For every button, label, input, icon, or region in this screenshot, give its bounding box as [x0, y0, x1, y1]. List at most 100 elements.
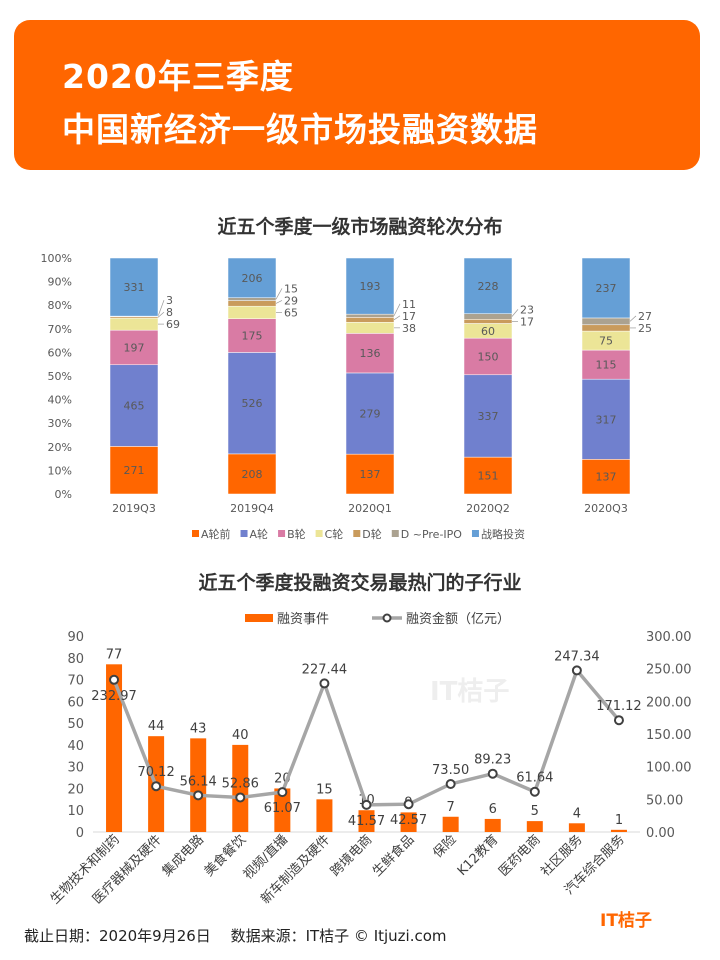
bar-segment	[463, 374, 513, 458]
legend-label: D ~Pre-IPO	[401, 528, 463, 541]
legend-swatch	[278, 530, 286, 537]
line-data-label: 227.44	[302, 662, 348, 677]
data-label: 11	[402, 298, 416, 311]
data-label: 38	[402, 322, 416, 335]
bar-segment	[581, 378, 631, 460]
bar-segment	[581, 317, 631, 326]
bar-segment	[581, 459, 631, 495]
bar-segment	[345, 453, 395, 495]
data-label: 29	[284, 294, 298, 307]
y-right-tick-label: 0.00	[646, 826, 675, 841]
data-label: 317	[596, 413, 617, 426]
bar-segment	[345, 333, 395, 374]
label-leader-line	[511, 309, 519, 317]
legend-swatch	[192, 530, 199, 537]
y-left-tick-label: 30	[67, 761, 84, 776]
bar	[484, 818, 501, 832]
y-tick-label: 10%	[48, 464, 72, 477]
chart2-title: 近五个季度投融资交易最热门的子行业	[198, 572, 522, 594]
y-left-tick-label: 70	[67, 674, 84, 689]
chart1-title: 近五个季度一级市场融资轮次分布	[217, 216, 503, 238]
y-tick-label: 60%	[48, 346, 72, 359]
label-leader-line	[157, 299, 165, 317]
y-left-tick-label: 50	[67, 717, 84, 732]
line-data-label: 61.07	[264, 801, 301, 816]
line-data-label: 52.86	[222, 776, 259, 791]
data-label: 136	[360, 347, 381, 360]
bar-segment	[227, 352, 277, 455]
label-leader-line	[393, 315, 401, 321]
line-data-label: 232.97	[91, 689, 137, 704]
bar-segment	[345, 322, 395, 334]
data-label: 237	[596, 282, 617, 295]
y-left-tick-label: 40	[67, 739, 84, 754]
line-data-label: 171.12	[596, 699, 642, 714]
data-label: 3	[166, 294, 173, 307]
data-label: 25	[638, 322, 652, 335]
data-label: 75	[599, 335, 613, 348]
legend-swatch	[315, 530, 323, 537]
y-tick-label: 0%	[55, 488, 72, 501]
data-label: 331	[124, 281, 145, 294]
x-tick-label: 保险	[430, 832, 459, 861]
label-leader-line	[275, 300, 283, 304]
x-tick-label: 2020Q2	[466, 502, 510, 515]
line-data-label: 42.57	[390, 813, 427, 828]
line-point	[319, 678, 330, 689]
bar-segment	[463, 319, 513, 324]
line-point	[151, 781, 162, 792]
line-data-label: 70.12	[138, 765, 175, 780]
data-label: 65	[284, 306, 298, 319]
legend-label: 战略投资	[481, 527, 525, 541]
bar	[232, 744, 249, 832]
y-left-tick-label: 0	[76, 826, 84, 841]
bar-segment	[581, 324, 631, 332]
watermark: IT桔子	[430, 677, 509, 707]
data-label: 17	[520, 315, 534, 328]
bar	[526, 821, 543, 832]
y-right-tick-label: 300.00	[646, 630, 692, 645]
line-point	[529, 786, 540, 797]
x-tick-label: 2019Q4	[230, 502, 274, 515]
line-data-label: 73.50	[432, 763, 469, 778]
line-point	[361, 799, 372, 810]
line-point	[277, 787, 288, 798]
bar-data-label: 1	[615, 813, 623, 828]
y-tick-label: 70%	[48, 323, 72, 336]
y-left-tick-label: 60	[67, 695, 84, 710]
y-left-tick-label: 90	[67, 630, 84, 645]
footer-source: 截止日期：2020年9月26日 数据来源：IT桔子 © Itjuzi.com	[24, 927, 447, 945]
legend-label: 融资事件	[277, 612, 329, 627]
bar	[190, 738, 207, 832]
x-tick-label: 2020Q3	[584, 502, 628, 515]
data-label: 337	[478, 410, 499, 423]
data-label: 175	[242, 330, 263, 343]
data-label: 271	[124, 464, 145, 477]
bar-segment	[345, 372, 395, 455]
line-point	[487, 768, 498, 779]
bar-segment	[109, 364, 159, 447]
bar-segment	[109, 446, 159, 495]
data-label: 228	[478, 280, 499, 293]
legend-swatch-bar	[245, 614, 273, 622]
line-data-label: 247.34	[554, 649, 600, 664]
data-label: 465	[124, 400, 145, 413]
x-tick-label: 跨境电商	[328, 832, 375, 879]
data-label: 197	[124, 341, 145, 354]
bar-segment	[463, 456, 513, 495]
bar	[442, 816, 459, 832]
bar-segment	[463, 313, 513, 320]
y-tick-label: 80%	[48, 299, 72, 312]
y-left-tick-label: 20	[67, 782, 84, 797]
header-title-line2: 中国新经济一级市场投融资数据	[62, 110, 538, 149]
legend-label: C轮	[325, 527, 344, 541]
bar-segment	[581, 349, 631, 380]
legend-swatch	[353, 530, 361, 537]
line-data-label: 61.64	[516, 771, 553, 786]
bar-data-label: 4	[573, 806, 581, 821]
y-tick-label: 90%	[48, 276, 72, 289]
x-tick-label: 医药电商	[496, 832, 543, 879]
legend-swatch	[391, 530, 399, 537]
y-tick-label: 100%	[41, 252, 72, 265]
